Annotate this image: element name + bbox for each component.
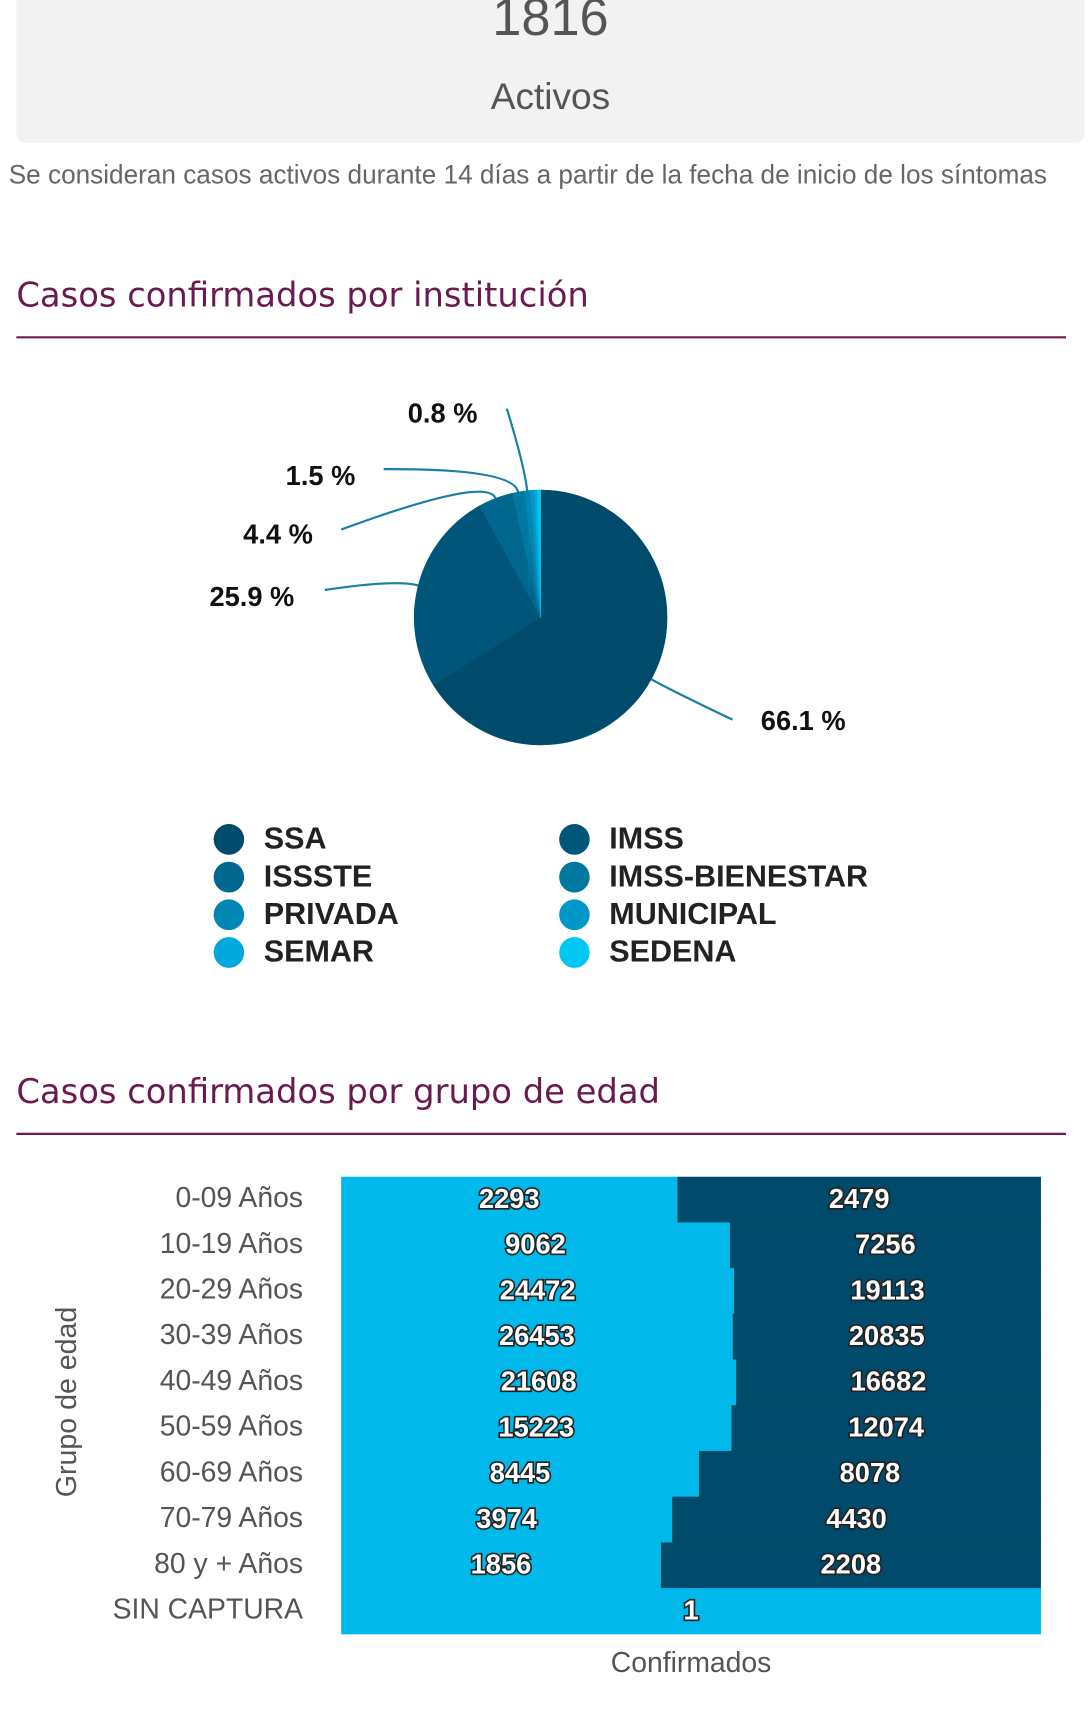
bar-segment xyxy=(341,1176,678,1223)
y-tick-label: 10-19 Años xyxy=(160,1228,303,1260)
bar-segment xyxy=(734,1268,1041,1315)
data-label: 4430 xyxy=(826,1503,887,1534)
bar-segment xyxy=(341,1222,730,1269)
bar-segment xyxy=(736,1359,1041,1406)
legend-swatch xyxy=(213,899,245,931)
note: Se consideran casos activos durante 14 d… xyxy=(8,160,1047,191)
y-tick-label: 40-49 Años xyxy=(160,1365,303,1397)
legend-entry: PRIVADA xyxy=(264,897,399,931)
y-tick-label: 50-59 Años xyxy=(160,1411,303,1443)
bar-segment xyxy=(341,1450,699,1498)
legend-entry: MUNICIPAL xyxy=(609,897,776,931)
legend-entry: SEMAR xyxy=(264,935,374,969)
y-tick-label: 0-09 Años xyxy=(175,1182,303,1214)
data-label: 3974 xyxy=(476,1503,537,1534)
data-label: 19113 xyxy=(850,1274,924,1305)
legend-entry: ISSSTE xyxy=(264,859,373,893)
leader-line xyxy=(340,490,497,531)
legend-swatch xyxy=(559,937,590,968)
y-tick-label: 80 y + Años xyxy=(154,1548,303,1580)
data-label: 24472 xyxy=(500,1274,576,1305)
bar-segment xyxy=(341,1542,661,1589)
bar-segment xyxy=(677,1176,1041,1223)
leader-line xyxy=(324,582,419,592)
legend-entry: IMSS xyxy=(609,822,684,856)
bar-segment xyxy=(341,1268,735,1315)
data-label: 16682 xyxy=(851,1366,927,1397)
bar-segment xyxy=(660,1542,1041,1589)
legend-entry: SEDENA xyxy=(609,935,736,969)
data-label: 2293 xyxy=(479,1183,540,1214)
bar-segment xyxy=(341,1359,737,1406)
bar-segment xyxy=(698,1450,1041,1498)
y-tick-label: 20-29 Años xyxy=(160,1273,303,1305)
data-label: 21608 xyxy=(501,1366,577,1397)
data-label: 4.4 % xyxy=(243,518,313,549)
pie-slice xyxy=(433,489,668,746)
data-label: 8445 xyxy=(490,1457,551,1488)
legend-swatch xyxy=(559,824,590,855)
section-title: Casos confirmados por grupo de edad xyxy=(16,1072,660,1111)
y-tick-label: 70-79 Años xyxy=(160,1502,303,1534)
bar-segment xyxy=(729,1222,1041,1269)
bar-segment xyxy=(341,1496,673,1543)
bar-segment xyxy=(672,1496,1041,1543)
legend-swatch xyxy=(213,937,245,968)
data-label: 2479 xyxy=(829,1183,890,1214)
legend-entry: IMSS-BIENESTAR xyxy=(609,859,868,893)
bar-segment xyxy=(732,1313,1041,1361)
pie-slice xyxy=(413,505,542,686)
data-label: 9062 xyxy=(505,1229,566,1260)
leader-line xyxy=(383,468,520,493)
y-tick-label: 60-69 Años xyxy=(160,1456,303,1488)
data-label: 20835 xyxy=(849,1320,925,1351)
data-label: 1856 xyxy=(471,1548,532,1579)
data-label: 2208 xyxy=(821,1548,882,1579)
x-axis-label: Confirmados xyxy=(611,1647,772,1679)
summary-value: 1816 xyxy=(492,0,608,47)
bar-segment xyxy=(341,1313,733,1361)
legend-swatch xyxy=(213,861,245,893)
note-box: Se consideran casos activos durante 14 d… xyxy=(8,160,1047,191)
data-label: 1 xyxy=(683,1594,698,1625)
y-tick-label: SIN CAPTURA xyxy=(113,1593,303,1625)
data-label: 0.8 % xyxy=(408,397,478,428)
data-label: 26453 xyxy=(499,1320,575,1351)
summary-label: Activos xyxy=(491,75,610,117)
leader-line xyxy=(505,408,529,491)
y-axis-label: Grupo de edad xyxy=(51,1307,83,1497)
data-label: 15223 xyxy=(498,1411,574,1442)
legend-entry: SSA xyxy=(264,822,327,856)
data-label: 8078 xyxy=(840,1457,901,1488)
data-label: 25.9 % xyxy=(209,581,294,612)
pie-slice xyxy=(537,489,541,618)
data-label: 66.1 % xyxy=(761,705,846,736)
legend-swatch xyxy=(559,899,590,931)
summary-card xyxy=(16,0,1085,143)
y-tick-label: 30-39 Años xyxy=(160,1319,303,1351)
data-label: 1.5 % xyxy=(286,460,356,491)
bar-segment xyxy=(341,1405,732,1452)
section-title: Casos confirmados por institución xyxy=(16,275,588,314)
bar-segment xyxy=(341,1588,1041,1635)
legend-swatch xyxy=(213,824,245,855)
data-label: 7256 xyxy=(855,1229,916,1260)
leader-line xyxy=(650,678,733,721)
bar-segment xyxy=(731,1405,1041,1452)
data-label: 12074 xyxy=(848,1411,925,1442)
legend-swatch xyxy=(559,861,590,893)
